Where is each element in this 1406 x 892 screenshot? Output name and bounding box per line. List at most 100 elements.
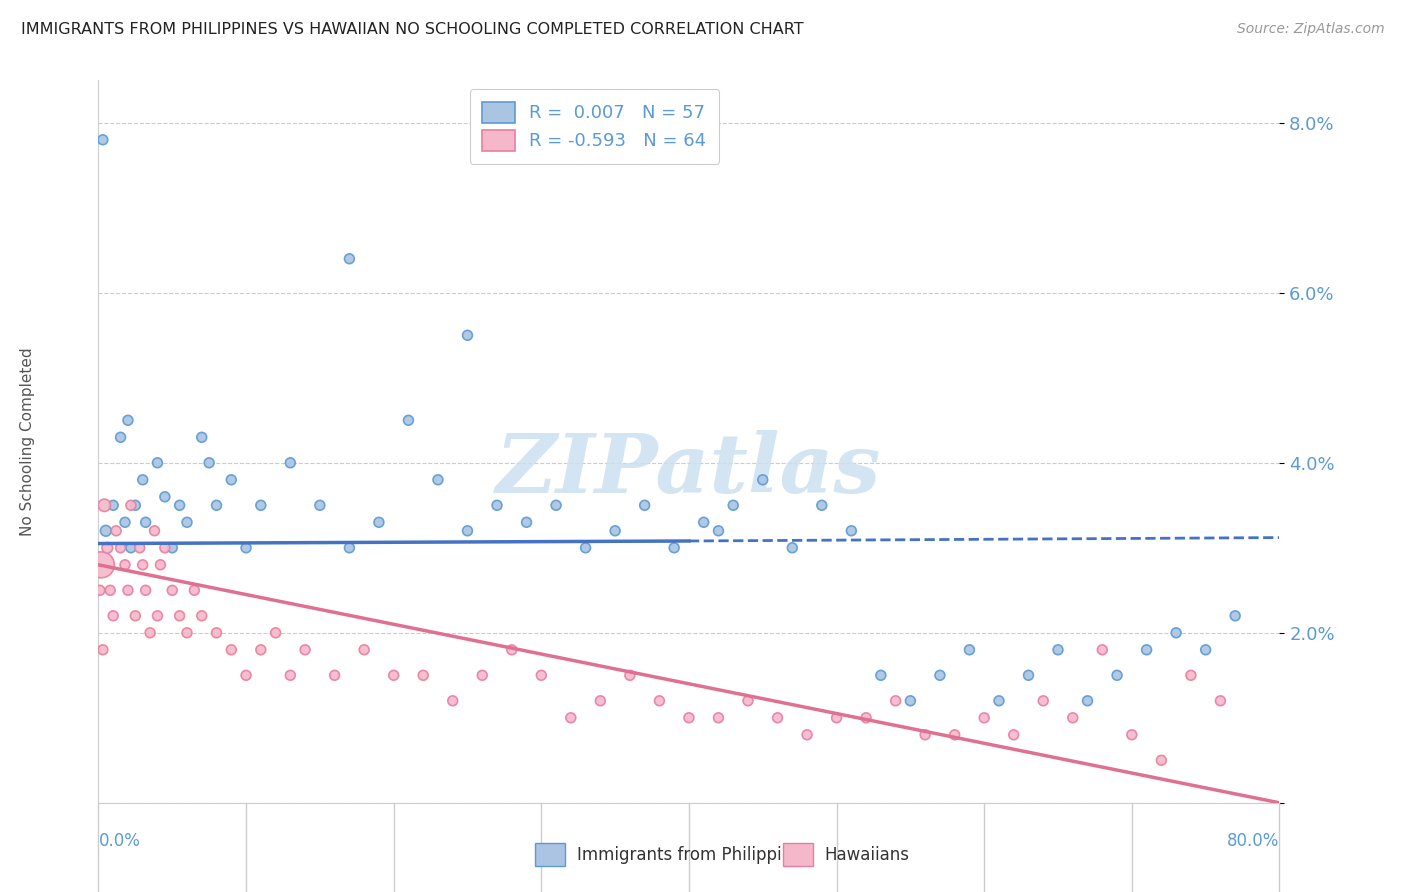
Point (382, 668, 405, 682)
Point (855, 711, 877, 725)
Point (1166, 625, 1188, 640)
Point (471, 668, 494, 682)
Point (959, 642, 981, 657)
Text: 0.0%: 0.0% (98, 831, 141, 850)
Point (132, 558, 155, 572)
Point (124, 608, 146, 623)
Point (1018, 668, 1040, 682)
Point (294, 642, 316, 657)
Point (132, 473, 155, 487)
Point (183, 583, 205, 598)
Point (486, 498, 509, 512)
Point (707, 711, 730, 725)
Point (146, 608, 169, 623)
Point (280, 456, 302, 470)
Point (752, 473, 775, 487)
Point (398, 413, 420, 427)
Point (191, 608, 214, 623)
Point (191, 430, 214, 444)
Point (605, 524, 627, 538)
Point (91, 133, 114, 147)
Point (221, 642, 243, 657)
Point (153, 490, 176, 504)
Point (205, 625, 228, 640)
Point (143, 524, 166, 538)
Point (146, 456, 169, 470)
Point (1047, 642, 1070, 657)
Point (1180, 668, 1202, 682)
Point (884, 694, 907, 708)
Point (1032, 694, 1054, 708)
Point (221, 473, 243, 487)
Point (634, 498, 657, 512)
Point (516, 516, 538, 530)
Point (914, 728, 936, 742)
Point (530, 668, 553, 682)
Point (280, 668, 302, 682)
Point (162, 541, 183, 555)
Point (501, 642, 523, 657)
Point (120, 498, 142, 512)
Bar (536, 843, 565, 866)
Point (766, 711, 789, 725)
Point (1209, 694, 1232, 708)
Point (93, 498, 115, 512)
Point (441, 694, 464, 708)
Point (412, 668, 434, 682)
Point (353, 642, 375, 657)
Point (323, 668, 346, 682)
Point (575, 541, 598, 555)
Point (368, 516, 391, 530)
Point (678, 711, 700, 725)
Text: No Schooling Completed: No Schooling Completed (20, 347, 35, 536)
Point (169, 608, 191, 623)
Point (103, 498, 125, 512)
Point (135, 583, 157, 598)
Text: Source: ZipAtlas.com: Source: ZipAtlas.com (1237, 22, 1385, 37)
Point (973, 711, 995, 725)
Point (89, 583, 111, 598)
Point (309, 498, 332, 512)
Point (96, 541, 118, 555)
Point (737, 694, 759, 708)
Point (1002, 728, 1025, 742)
Point (110, 541, 132, 555)
Text: Immigrants from Philippines: Immigrants from Philippines (576, 846, 811, 863)
Point (1077, 694, 1099, 708)
Point (264, 625, 287, 640)
Point (825, 711, 848, 725)
Point (427, 473, 450, 487)
Point (198, 456, 221, 470)
Point (707, 524, 730, 538)
Point (560, 711, 582, 725)
Point (103, 608, 125, 623)
Point (250, 498, 273, 512)
Point (870, 668, 893, 682)
Point (1091, 642, 1114, 657)
Point (94, 524, 117, 538)
Point (841, 524, 863, 538)
Point (90, 558, 112, 572)
Point (1107, 668, 1129, 682)
Point (117, 413, 139, 427)
Point (546, 498, 568, 512)
Point (120, 541, 142, 555)
Point (619, 668, 641, 682)
Point (900, 694, 922, 708)
Point (110, 430, 132, 444)
Point (128, 541, 150, 555)
Point (124, 498, 146, 512)
Point (235, 541, 257, 555)
Point (796, 728, 818, 742)
Point (693, 516, 716, 530)
Point (648, 694, 671, 708)
Point (811, 498, 834, 512)
Point (1062, 711, 1084, 725)
Point (117, 583, 139, 598)
Point (169, 498, 191, 512)
Point (1195, 642, 1218, 657)
Point (114, 516, 136, 530)
Point (250, 642, 273, 657)
Point (1136, 642, 1159, 657)
Legend: R =  0.007   N = 57, R = -0.593   N = 64: R = 0.007 N = 57, R = -0.593 N = 64 (470, 89, 718, 163)
